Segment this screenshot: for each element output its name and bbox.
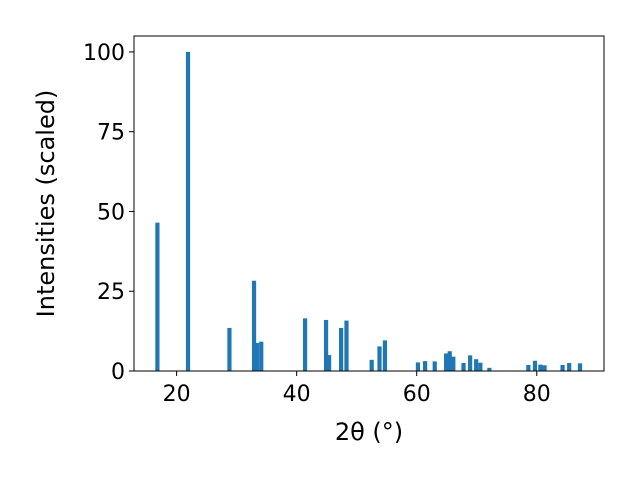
bar [302,318,308,371]
y-axis: 0 25 50 75 100 [83,41,134,385]
bar [474,359,479,371]
bar [451,356,456,371]
bar [369,359,374,371]
bar [542,365,547,371]
x-tick-label: 20 [163,382,191,407]
x-tick-label: 80 [523,382,551,407]
y-tick-label: 0 [111,360,125,385]
x-tick-label: 40 [283,382,311,407]
bar [432,361,437,371]
bar [487,367,492,371]
bar [538,364,543,371]
bar [338,327,344,371]
bar [447,351,452,371]
bar [227,327,232,371]
y-tick-label: 100 [83,41,125,66]
bar [344,320,349,371]
y-tick-label: 75 [97,121,125,146]
bar [185,51,191,371]
y-tick-label: 25 [97,280,125,305]
bar [377,346,382,371]
x-axis: 20 40 60 80 [163,371,551,407]
y-axis-label: Intensities (scaled) [32,90,60,318]
bar [423,361,428,371]
plot-frame [133,35,605,372]
y-tick-label: 50 [97,200,125,225]
bar [526,364,531,371]
bar [251,280,257,371]
bar [326,355,332,371]
bar [323,319,329,371]
bar [560,364,565,371]
bar [577,363,583,371]
bar [461,363,466,371]
bar [415,362,421,371]
bar [567,363,572,371]
bar [254,342,260,371]
bars-group [155,51,583,371]
bar [155,222,160,371]
bar [478,362,483,371]
bar [382,340,388,371]
x-tick-label: 60 [403,382,431,407]
bar [444,353,449,371]
bar [468,355,473,371]
bar [532,360,538,371]
bar [259,341,264,371]
x-axis-label: 2θ (°) [335,418,403,446]
